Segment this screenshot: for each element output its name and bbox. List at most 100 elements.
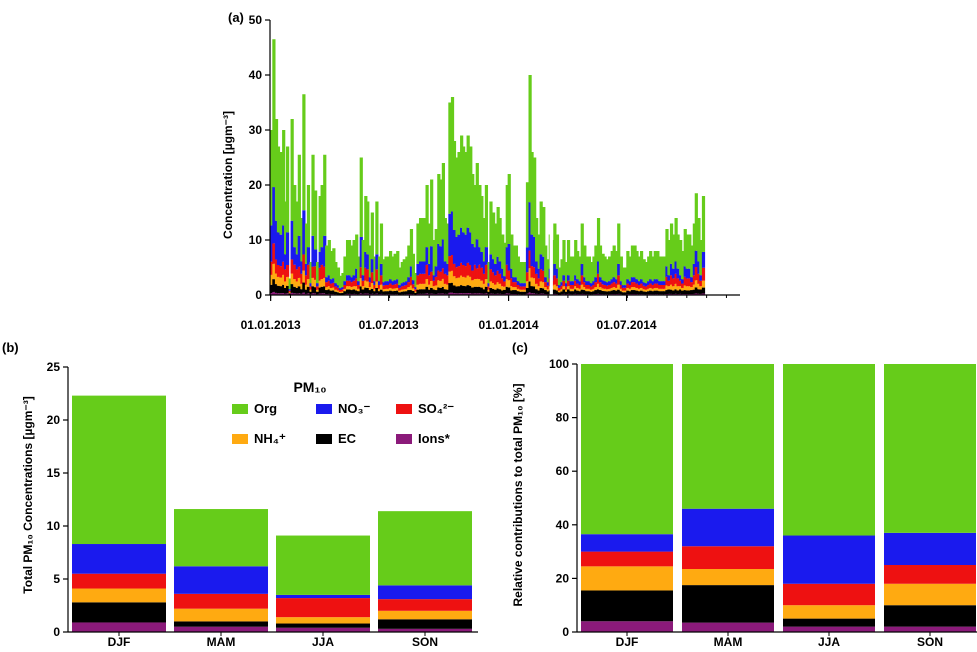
ytick-label: 25 [47,360,61,374]
panel-a-xtick-label: 01.01.2014 [479,318,539,332]
bar-DJF-NO3 [72,544,166,574]
bar-JJA-SO4 [783,584,875,605]
category-label: SON [917,635,943,649]
bar-SON-SO4 [884,565,976,584]
panel-c-label: (c) [512,340,528,355]
bar-DJF-EC [581,590,673,621]
bar-DJF-Org [581,364,673,534]
ytick-label: 0 [562,625,569,639]
bar-MAM-Org [682,364,774,509]
panel-a-label: (a) [228,10,244,25]
legend-label-Ions: Ions* [418,431,451,446]
panel-a-ytick-label: 20 [249,178,263,192]
legend-swatch-Org [232,404,248,414]
bar-MAM-NO3 [682,509,774,547]
panel-a-xtick-label: 01.07.2014 [597,318,657,332]
bar-DJF-NO3 [581,534,673,551]
bar-DJF-Ions [72,622,166,632]
bar-DJF-SO4 [72,574,166,589]
panel-a-ytick-label: 10 [249,233,263,247]
bar-MAM-EC [174,621,268,626]
bar-a-Org [323,155,326,236]
panel-a-ytick-label: 40 [249,68,263,82]
panel-a-ytick-label: 50 [249,13,263,27]
legend-label-SO4: SO₄²⁻ [418,401,454,416]
bar-JJA-NO3 [276,595,370,598]
bar-JJA-Org [276,536,370,595]
bar-JJA-Ions [276,628,370,632]
bar-SON-Org [378,511,472,585]
bar-a-SO4 [702,268,705,281]
bar-MAM-NH4 [682,569,774,585]
legend-swatch-NO3 [316,404,332,414]
category-label: MAM [714,635,743,649]
panel-b-legend: PM₁₀ Org NO₃⁻ SO₄²⁻ NH₄⁺ EC Ions* [232,379,454,446]
bar-a-Org [360,158,363,237]
legend-swatch-SO4 [396,404,412,414]
bar-MAM-Ions [174,627,268,632]
bar-a-Org [508,174,511,244]
data-gap [550,20,553,295]
bar-SON-Ions [884,627,976,632]
legend-swatch-NH4 [232,434,248,444]
bar-MAM-Ions [682,623,774,632]
bar-SON-EC [378,619,472,629]
legend-label-NH4: NH₄⁺ [254,431,286,446]
panel-a-xtick-label: 01.01.2013 [241,318,301,332]
bar-JJA-NO3 [783,536,875,584]
panel-c-ylabel: Relative contributions to total PM₁₀ [%] [511,383,525,606]
bar-MAM-EC [682,585,774,623]
ytick-label: 80 [556,411,570,425]
bar-DJF-Org [72,396,166,544]
bar-MAM-SO4 [174,594,268,609]
bar-a-Org [375,202,378,255]
ytick-label: 10 [47,519,61,533]
panel-a: (a) 0 10 20 30 40 50 01.01.2013 01.07.2013 01.01… [221,10,740,332]
panel-a-ytick-label: 0 [255,288,262,302]
bar-a-Org [302,94,305,210]
bar-JJA-SO4 [276,598,370,617]
panel-a-ytick-label: 30 [249,123,263,137]
ytick-label: 20 [47,413,61,427]
panel-c-bars [581,364,976,632]
bar-JJA-Org [783,364,875,536]
bar-SON-Org [884,364,976,533]
category-label: DJF [108,635,131,649]
bar-MAM-NH4 [174,609,268,622]
bar-SON-NH4 [378,611,472,619]
bar-DJF-NH4 [581,566,673,590]
bar-JJA-EC [276,624,370,628]
bar-a-SO4 [286,265,289,277]
bar-a-Org [286,147,289,233]
panel-b-label: (b) [2,340,19,355]
category-label: JJA [312,635,334,649]
legend-label-Org: Org [254,401,277,416]
bar-a-Org [485,185,488,247]
bar-DJF-Ions [581,621,673,632]
category-label: JJA [818,635,840,649]
bar-JJA-EC [783,619,875,627]
legend-swatch-EC [316,434,332,444]
bar-a-Org [307,185,310,247]
bar-JJA-NH4 [276,617,370,623]
bar-a-Org [430,180,433,247]
panel-b: (b) DJF MAM JJA SON0510152025 Total PM₁₀ Co… [2,340,478,649]
bar-a-Org [702,196,705,252]
bar-a-NH4 [702,281,705,288]
bar-MAM-Org [174,509,268,566]
ytick-label: 15 [47,466,61,480]
category-label: DJF [616,635,639,649]
bar-a-Org [371,213,374,260]
legend-title: PM₁₀ [293,379,326,395]
legend-label-EC: EC [338,431,357,446]
category-label: MAM [207,635,236,649]
panel-c: (c) DJF MAM JJA SON020406080100 Relative co… [511,340,977,649]
bar-a-Org [314,191,317,250]
panel-a-xtick-label: 01.07.2013 [359,318,419,332]
bar-SON-SO4 [378,599,472,611]
bar-SON-EC [884,605,976,626]
bar-MAM-NO3 [174,566,268,594]
panel-a-bars [270,20,705,295]
legend-label-NO3: NO₃⁻ [338,401,371,416]
